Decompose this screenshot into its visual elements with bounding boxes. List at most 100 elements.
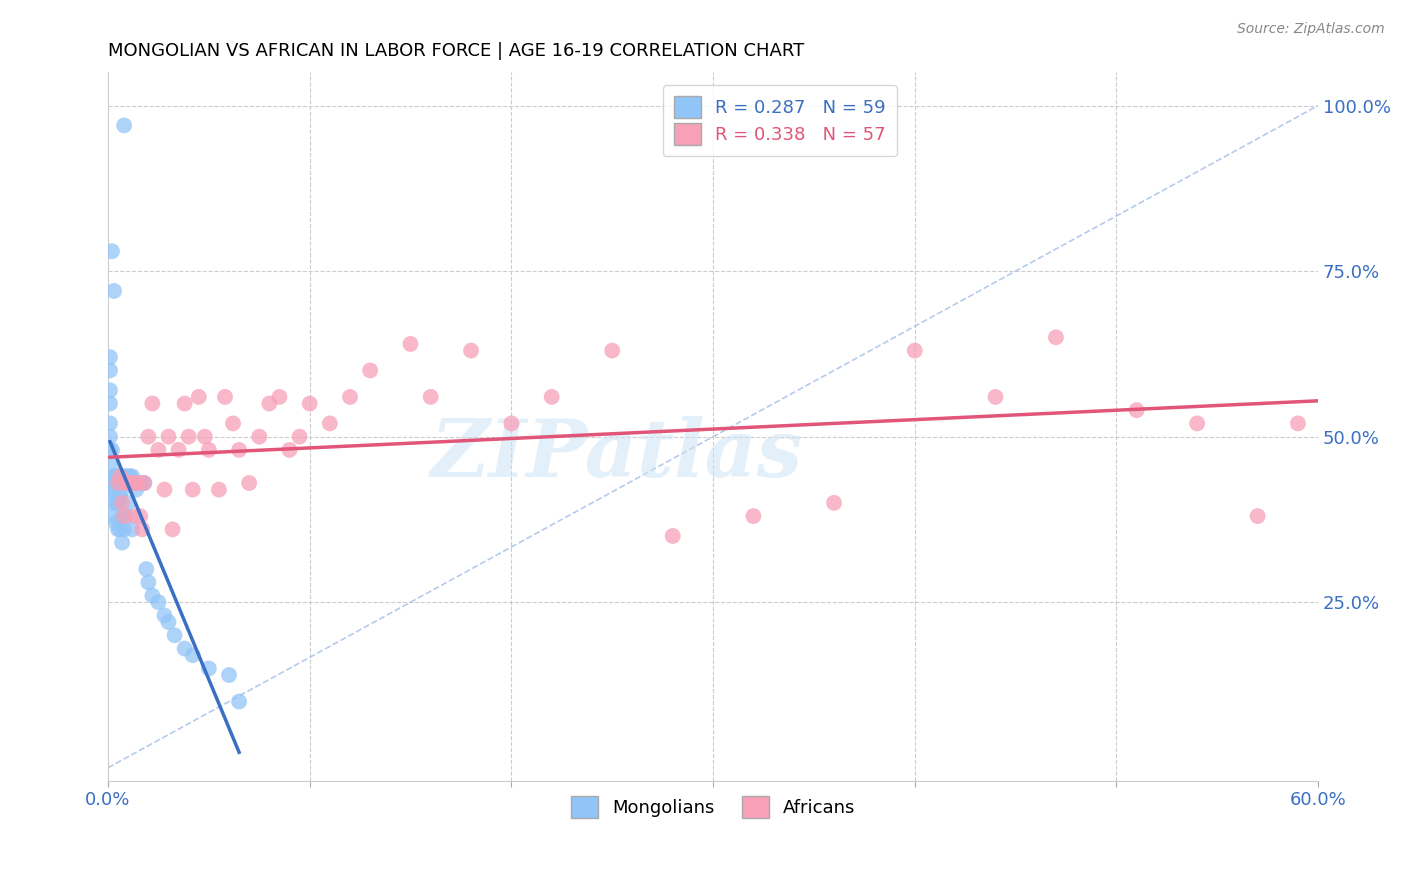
Point: [105, 469, 128, 483]
Point: [103, 509, 125, 524]
Point: [157, 615, 180, 629]
Point: [984, 390, 1007, 404]
Point: [105, 475, 128, 490]
Point: [111, 483, 134, 497]
Point: [120, 469, 142, 483]
Point: [157, 430, 180, 444]
Point: [125, 483, 148, 497]
Point: [107, 522, 129, 536]
Point: [120, 475, 142, 490]
Point: [107, 469, 129, 483]
Point: [259, 396, 281, 410]
Point: [134, 475, 156, 490]
Point: [115, 475, 138, 490]
Point: [112, 119, 135, 133]
Point: [141, 396, 163, 410]
Point: [141, 589, 163, 603]
Point: [419, 390, 441, 404]
Point: [173, 641, 195, 656]
Text: MONGOLIAN VS AFRICAN IN LABOR FORCE | AGE 16-19 CORRELATION CHART: MONGOLIAN VS AFRICAN IN LABOR FORCE | AG…: [108, 42, 804, 60]
Text: Source: ZipAtlas.com: Source: ZipAtlas.com: [1237, 22, 1385, 37]
Point: [122, 475, 145, 490]
Point: [117, 496, 139, 510]
Text: ZIPatlas: ZIPatlas: [430, 417, 803, 494]
Point: [136, 575, 159, 590]
Point: [187, 390, 209, 404]
Point: [131, 475, 153, 490]
Point: [269, 390, 291, 404]
Point: [135, 562, 157, 576]
Point: [101, 456, 124, 470]
Point: [148, 595, 170, 609]
Point: [103, 284, 125, 298]
Point: [1125, 403, 1147, 417]
Legend: Mongolians, Africans: Mongolians, Africans: [564, 789, 863, 825]
Point: [1045, 330, 1067, 344]
Point: [904, 343, 927, 358]
Point: [501, 417, 523, 431]
Point: [1246, 509, 1268, 524]
Point: [98, 442, 121, 457]
Point: [162, 522, 184, 536]
Point: [218, 668, 240, 682]
Point: [127, 475, 149, 490]
Point: [399, 337, 422, 351]
Point: [111, 469, 134, 483]
Point: [198, 442, 221, 457]
Point: [98, 396, 121, 410]
Point: [98, 384, 121, 398]
Point: [112, 469, 135, 483]
Point: [129, 475, 152, 490]
Point: [208, 483, 231, 497]
Point: [98, 417, 121, 431]
Point: [134, 475, 156, 490]
Point: [540, 390, 562, 404]
Point: [194, 430, 217, 444]
Point: [131, 522, 153, 536]
Point: [103, 483, 125, 497]
Point: [107, 496, 129, 510]
Point: [105, 516, 128, 530]
Point: [173, 396, 195, 410]
Point: [222, 417, 245, 431]
Point: [600, 343, 623, 358]
Point: [823, 496, 845, 510]
Point: [1185, 417, 1208, 431]
Point: [101, 469, 124, 483]
Point: [163, 628, 186, 642]
Point: [108, 469, 131, 483]
Point: [167, 442, 190, 457]
Point: [108, 489, 131, 503]
Point: [177, 430, 200, 444]
Point: [111, 509, 134, 524]
Point: [278, 442, 301, 457]
Point: [101, 496, 124, 510]
Point: [98, 363, 121, 377]
Point: [112, 509, 135, 524]
Point: [298, 396, 321, 410]
Point: [115, 509, 138, 524]
Point: [228, 694, 250, 708]
Point: [125, 475, 148, 490]
Point: [98, 430, 121, 444]
Point: [121, 469, 143, 483]
Point: [115, 469, 138, 483]
Point: [111, 535, 134, 549]
Point: [198, 661, 221, 675]
Point: [1286, 417, 1309, 431]
Point: [107, 475, 129, 490]
Point: [460, 343, 482, 358]
Point: [181, 648, 204, 663]
Point: [153, 483, 176, 497]
Point: [121, 475, 143, 490]
Point: [359, 363, 381, 377]
Point: [112, 522, 135, 536]
Point: [101, 442, 124, 457]
Point: [214, 390, 236, 404]
Point: [288, 430, 311, 444]
Point: [247, 430, 270, 444]
Point: [108, 522, 131, 536]
Point: [228, 442, 250, 457]
Point: [101, 244, 124, 259]
Point: [121, 522, 143, 536]
